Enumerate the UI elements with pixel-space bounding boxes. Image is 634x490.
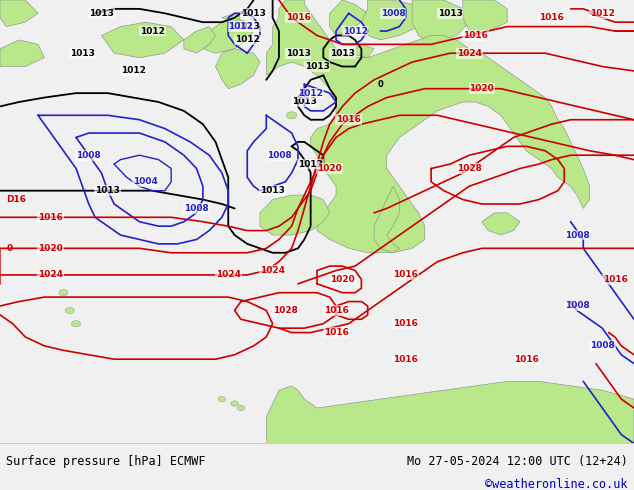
Text: 1013: 1013 — [437, 9, 463, 18]
Text: 1008: 1008 — [76, 151, 101, 160]
Text: 1013: 1013 — [70, 49, 95, 58]
Text: 1012: 1012 — [139, 26, 165, 36]
Text: 1008: 1008 — [184, 204, 209, 213]
Text: 1020: 1020 — [469, 84, 495, 93]
Text: 1020: 1020 — [330, 275, 355, 284]
Text: D16: D16 — [6, 195, 27, 204]
Polygon shape — [374, 186, 399, 253]
Text: 1024: 1024 — [38, 270, 63, 279]
Polygon shape — [482, 213, 520, 235]
Text: 1008: 1008 — [564, 230, 590, 240]
Polygon shape — [203, 18, 254, 53]
Text: 1013: 1013 — [285, 49, 311, 58]
Text: 1016: 1016 — [38, 213, 63, 222]
Text: 0: 0 — [377, 80, 384, 89]
Text: 1016: 1016 — [539, 13, 564, 22]
Text: 1013: 1013 — [95, 186, 120, 195]
Text: 1016: 1016 — [514, 355, 539, 364]
Text: 1008: 1008 — [564, 301, 590, 311]
Circle shape — [231, 401, 238, 406]
Text: 1028: 1028 — [456, 164, 482, 173]
Polygon shape — [0, 0, 38, 26]
Text: 1013: 1013 — [304, 62, 330, 71]
Text: 1013: 1013 — [330, 49, 355, 58]
Text: 1016: 1016 — [323, 328, 349, 337]
Text: Mo 27-05-2024 12:00 UTC (12+24): Mo 27-05-2024 12:00 UTC (12+24) — [407, 455, 628, 467]
Text: 1008: 1008 — [380, 9, 406, 18]
Text: Surface pressure [hPa] ECMWF: Surface pressure [hPa] ECMWF — [6, 455, 206, 467]
Polygon shape — [330, 0, 368, 35]
Text: 1008: 1008 — [590, 342, 615, 350]
Text: 1012: 1012 — [120, 67, 146, 75]
Text: 1012: 1012 — [298, 89, 323, 98]
Polygon shape — [412, 0, 469, 44]
Text: 1016: 1016 — [393, 319, 418, 328]
Text: 1028: 1028 — [273, 306, 298, 315]
Circle shape — [59, 290, 68, 296]
Text: 1012: 1012 — [235, 35, 260, 45]
Circle shape — [72, 320, 81, 327]
Text: 1016: 1016 — [602, 275, 628, 284]
Text: 1020: 1020 — [38, 244, 63, 253]
Text: 0: 0 — [6, 244, 13, 253]
Polygon shape — [184, 26, 216, 53]
Text: 1016: 1016 — [336, 115, 361, 124]
Text: 1013: 1013 — [298, 160, 323, 169]
Text: 1004: 1004 — [133, 177, 158, 186]
Text: 1024: 1024 — [456, 49, 482, 58]
Polygon shape — [361, 0, 425, 40]
Polygon shape — [266, 381, 634, 443]
Text: 1013: 1013 — [292, 98, 317, 106]
Polygon shape — [216, 49, 260, 89]
Polygon shape — [101, 22, 184, 58]
Polygon shape — [260, 195, 330, 235]
Polygon shape — [349, 44, 374, 58]
Text: 1016: 1016 — [285, 13, 311, 22]
Text: 1024: 1024 — [260, 266, 285, 275]
Polygon shape — [0, 40, 44, 67]
Text: 1008: 1008 — [266, 151, 292, 160]
Circle shape — [218, 396, 226, 402]
Text: 1013: 1013 — [235, 22, 260, 31]
Polygon shape — [463, 0, 507, 31]
Text: ©weatheronline.co.uk: ©weatheronline.co.uk — [485, 478, 628, 490]
Text: 1013: 1013 — [260, 186, 285, 195]
Text: 1012: 1012 — [228, 22, 254, 31]
Text: 1020: 1020 — [317, 164, 342, 173]
Polygon shape — [222, 13, 241, 22]
Text: 1016: 1016 — [323, 306, 349, 315]
Text: 1013: 1013 — [241, 9, 266, 18]
Text: 1016: 1016 — [393, 270, 418, 279]
Text: 1024: 1024 — [216, 270, 241, 279]
Text: 1016: 1016 — [393, 355, 418, 364]
Polygon shape — [266, 0, 590, 253]
Text: 1012: 1012 — [342, 26, 368, 36]
Circle shape — [287, 112, 297, 119]
Circle shape — [65, 307, 74, 314]
Text: 1013: 1013 — [89, 9, 114, 18]
Text: 1012: 1012 — [590, 9, 615, 18]
Text: 1016: 1016 — [463, 31, 488, 40]
Circle shape — [237, 405, 245, 411]
